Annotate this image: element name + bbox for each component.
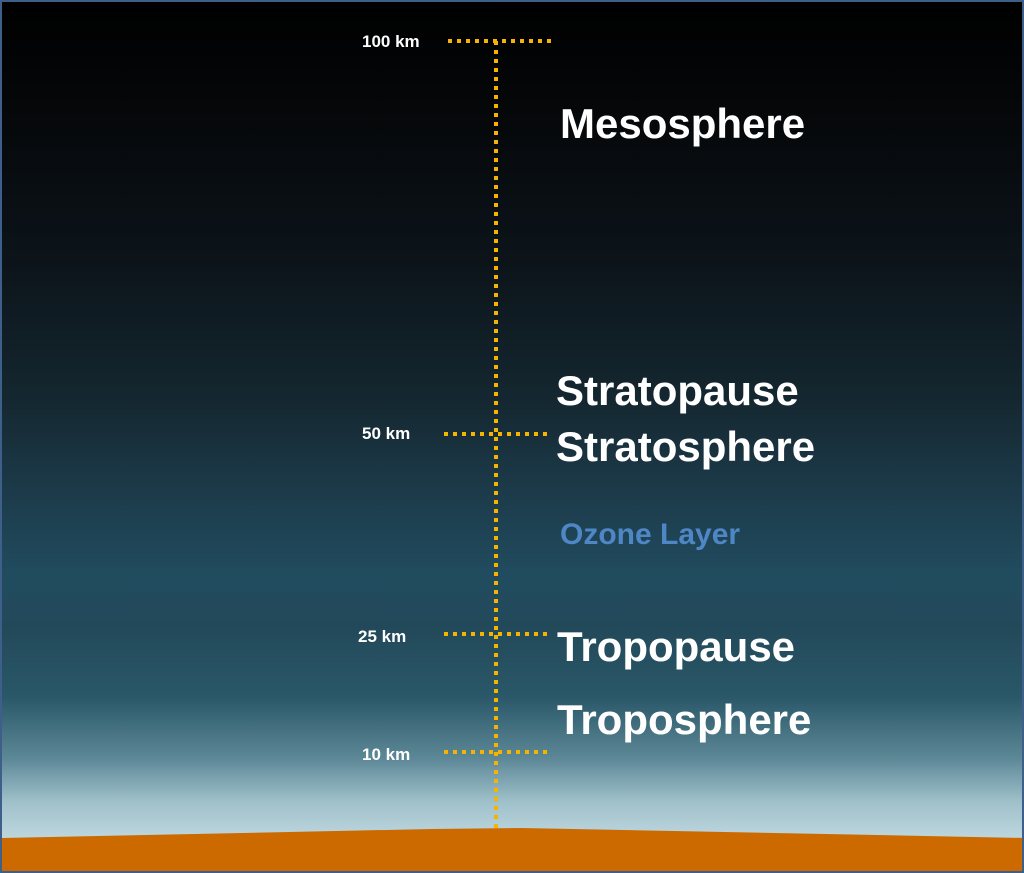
tropopause-label: Tropopause xyxy=(557,623,796,670)
label-25km: 25 km xyxy=(358,627,407,646)
ground xyxy=(2,828,1022,871)
stratosphere-label: Stratosphere xyxy=(556,423,816,470)
label-50km: 50 km xyxy=(362,424,411,443)
mesosphere-label: Mesosphere xyxy=(560,100,806,147)
label-10km: 10 km xyxy=(362,745,411,764)
label-100km: 100 km xyxy=(362,32,420,51)
stratopause-label: Stratopause xyxy=(556,367,799,414)
troposphere-label: Troposphere xyxy=(557,696,812,743)
ozone-layer-label: Ozone Layer xyxy=(560,518,741,551)
